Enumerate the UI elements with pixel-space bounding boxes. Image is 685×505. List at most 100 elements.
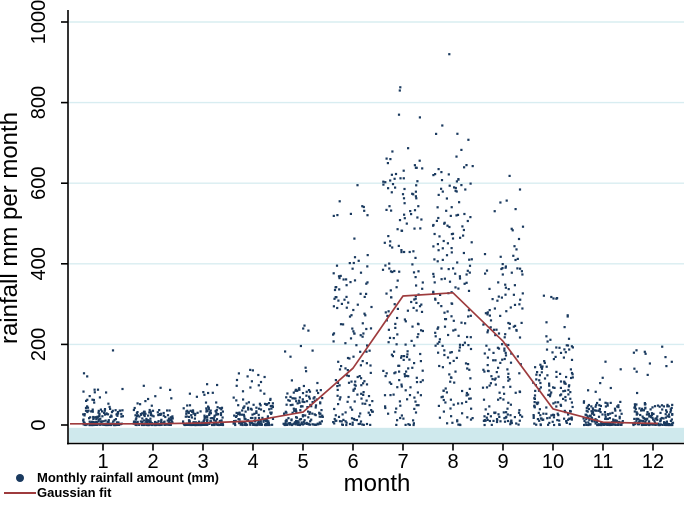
- scatter-point: [332, 340, 335, 343]
- scatter-point: [490, 423, 493, 426]
- scatter-point: [456, 132, 459, 135]
- scatter-point: [666, 415, 669, 418]
- scatter-point: [84, 406, 88, 409]
- x-tick-label: 2: [147, 451, 158, 473]
- scatter-point: [349, 281, 352, 284]
- scatter-point: [367, 395, 371, 398]
- scatter-point: [614, 409, 617, 412]
- scatter-point: [354, 384, 357, 387]
- scatter-point: [354, 380, 357, 383]
- scatter-point: [632, 351, 635, 354]
- scatter-point: [157, 420, 160, 423]
- scatter-point: [282, 422, 285, 425]
- scatter-point: [398, 219, 402, 222]
- scatter-point: [233, 414, 236, 417]
- scatter-point: [464, 362, 468, 365]
- scatter-point: [419, 352, 422, 356]
- scatter-point: [238, 422, 241, 425]
- scatter-point: [653, 423, 656, 426]
- scatter-point: [606, 413, 610, 416]
- scatter-point: [359, 271, 363, 274]
- scatter-point: [415, 376, 418, 379]
- scatter-point: [642, 420, 645, 423]
- scatter-point: [361, 335, 364, 338]
- scatter-point: [518, 390, 522, 394]
- scatter-point: [467, 315, 470, 318]
- scatter-point: [207, 406, 210, 409]
- scatter-point: [361, 322, 364, 325]
- scatter-point: [305, 394, 308, 397]
- scatter-point: [619, 409, 622, 412]
- scatter-point: [542, 412, 545, 415]
- scatter-point: [660, 416, 663, 420]
- scatter-point: [468, 271, 471, 274]
- scatter-point: [237, 404, 240, 407]
- scatter-point: [360, 377, 363, 380]
- scatter-point: [582, 401, 585, 404]
- scatter-point: [550, 295, 553, 299]
- scatter-point: [147, 397, 150, 401]
- scatter-point: [559, 351, 563, 354]
- scatter-point: [638, 423, 641, 426]
- scatter-point: [459, 423, 462, 427]
- scatter-point: [467, 393, 470, 396]
- y-tick-label: 800: [28, 86, 50, 119]
- scatter-point: [388, 381, 391, 384]
- scatter-point: [382, 369, 385, 372]
- scatter-point: [569, 391, 572, 394]
- scatter-point: [641, 423, 644, 427]
- scatter-point: [257, 413, 260, 416]
- scatter-point: [402, 177, 405, 180]
- scatter-point: [437, 193, 440, 196]
- scatter-point: [245, 402, 248, 405]
- scatter-point: [151, 414, 154, 417]
- scatter-point: [443, 311, 446, 314]
- scatter-point: [437, 249, 440, 252]
- scatter-point: [301, 392, 305, 395]
- scatter-point: [82, 390, 85, 393]
- scatter-point: [339, 274, 342, 277]
- scatter-point: [491, 378, 494, 381]
- scatter-point: [257, 384, 260, 387]
- scatter-point: [538, 419, 541, 422]
- scatter-point: [647, 412, 650, 415]
- scatter-point: [270, 411, 273, 414]
- scatter-point: [565, 375, 568, 379]
- scatter-point: [340, 420, 343, 423]
- scatter-point: [514, 208, 517, 211]
- scatter-point: [112, 420, 115, 423]
- scatter-point: [160, 423, 163, 426]
- scatter-point: [449, 398, 452, 401]
- scatter-point: [400, 414, 403, 417]
- scatter-point: [315, 389, 318, 392]
- scatter-marker-icon: [3, 473, 37, 482]
- scatter-point: [551, 351, 554, 354]
- scatter-point: [617, 422, 620, 425]
- scatter-point: [235, 414, 238, 418]
- scatter-point: [255, 411, 258, 414]
- scatter-point: [652, 418, 655, 421]
- scatter-point: [235, 384, 238, 387]
- scatter-point: [619, 368, 622, 371]
- scatter-point: [291, 397, 294, 400]
- scatter-point: [671, 421, 675, 424]
- scatter-point: [297, 423, 300, 426]
- scatter-point: [308, 412, 311, 415]
- scatter-point: [521, 292, 524, 295]
- scatter-point: [241, 390, 245, 393]
- scatter-point: [606, 404, 609, 407]
- scatter-point: [336, 306, 339, 310]
- scatter-point: [339, 396, 342, 399]
- scatter-point: [383, 241, 386, 244]
- scatter-point: [99, 408, 102, 411]
- scatter-point: [399, 177, 402, 180]
- scatter-point: [449, 380, 452, 383]
- scatter-point: [519, 414, 522, 417]
- scatter-point: [488, 287, 491, 290]
- scatter-point: [553, 423, 556, 427]
- scatter-point: [206, 418, 209, 421]
- scatter-point: [518, 336, 522, 339]
- scatter-point: [333, 422, 336, 425]
- scatter-point: [506, 419, 510, 423]
- scatter-point: [337, 360, 340, 363]
